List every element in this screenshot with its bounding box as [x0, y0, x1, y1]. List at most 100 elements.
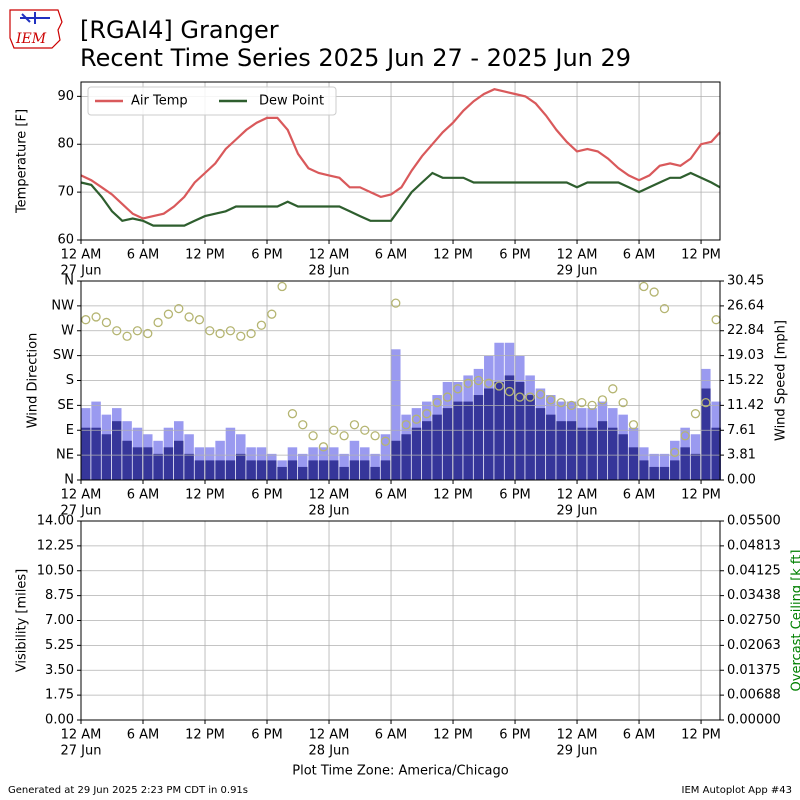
wind-bar [453, 401, 463, 480]
y-tick-label: S [66, 373, 74, 388]
x-tick-label: 12 PM [185, 248, 225, 263]
y2-tick-label: 11.42 [727, 398, 764, 413]
y2-tick-label: 0.03438 [727, 588, 781, 603]
direction-point [515, 392, 525, 402]
wind-bar [236, 453, 246, 480]
x-tick-label: 6 PM [251, 728, 282, 743]
wind-bar [256, 460, 267, 480]
x-tick-label: 12 AM [61, 488, 102, 503]
y-axis-label: Visibility [miles] [15, 569, 30, 672]
direction-point [670, 447, 680, 458]
wind-bar [484, 388, 494, 480]
x-tick-label: 6 AM [127, 488, 160, 503]
direction-point [256, 320, 267, 330]
x-tick-label: 6 AM [127, 248, 160, 263]
wind-bar [711, 427, 721, 480]
x-date-label: 28 Jun [309, 264, 350, 279]
direction-point [391, 298, 401, 308]
x-tick-label: 12 PM [433, 728, 473, 743]
wind-bar [535, 408, 546, 480]
direction-point [112, 326, 122, 336]
chart-subtitle: Recent Time Series 2025 Jun 27 - 2025 Ju… [80, 44, 631, 72]
direction-point [701, 397, 711, 408]
wind-bar [132, 447, 143, 480]
x-tick-label: 12 PM [681, 728, 721, 743]
direction-point [153, 317, 163, 328]
wind-bar [318, 460, 329, 480]
y-tick-label: 60 [57, 233, 74, 248]
direction-point [194, 315, 205, 325]
x-tick-label: 12 PM [185, 488, 225, 503]
wind-bar [628, 447, 639, 480]
direction-point [91, 312, 101, 322]
direction-point [680, 431, 690, 441]
wind-bar [81, 427, 91, 480]
x-tick-label: 12 PM [681, 248, 721, 263]
y-axis-label: Wind Direction [26, 333, 41, 429]
y-tick-label: 7.00 [45, 613, 74, 628]
x-tick-label: 6 AM [623, 248, 656, 263]
y2-tick-label: 0.00688 [727, 688, 781, 703]
y2-tick-label: 15.22 [727, 373, 764, 388]
y-tick-label: N [64, 473, 74, 488]
wind-bar [690, 453, 701, 480]
direction-point [401, 420, 411, 430]
wind-bar [225, 427, 236, 480]
direction-point [525, 392, 535, 402]
x-tick-label: 6 PM [499, 248, 530, 263]
direction-point [132, 326, 143, 336]
direction-point [690, 409, 701, 419]
x-tick-label: 12 PM [433, 248, 473, 263]
direction-point [494, 381, 504, 391]
direction-point [608, 384, 618, 394]
y-tick-label: W [61, 323, 74, 338]
direction-point [205, 326, 215, 336]
direction-point [329, 425, 339, 435]
x-tick-label: 12 AM [309, 248, 350, 263]
x-tick-label: 12 PM [681, 488, 721, 503]
wind-bar [329, 460, 339, 480]
direction-point [411, 414, 422, 424]
wind-bar [639, 460, 649, 480]
direction-point [453, 384, 463, 394]
wind-bar [267, 460, 277, 480]
x-tick-label: 12 PM [185, 728, 225, 743]
y2-tick-label: 0.02063 [727, 638, 781, 653]
direction-point [587, 400, 597, 411]
direction-point [422, 409, 432, 419]
direction-point [649, 287, 659, 297]
y-tick-label: 8.75 [45, 588, 74, 603]
y2-axis-label: Overcast Ceiling [k ft] [790, 550, 800, 692]
logo: IEM [9, 9, 63, 49]
direction-point [81, 315, 91, 325]
y-tick-label: NE [56, 448, 74, 463]
direction-point [659, 303, 670, 314]
wind-bar [153, 453, 163, 480]
logo-text: IEM [15, 31, 47, 47]
x-tick-label: 12 AM [309, 488, 350, 503]
x-tick-label: 12 PM [433, 488, 473, 503]
x-tick-label: 6 AM [375, 248, 408, 263]
wind-bar [587, 427, 597, 480]
wind-bar [308, 460, 318, 480]
wind-bar [287, 460, 298, 480]
wind-bar [163, 447, 174, 480]
wind-bar [184, 453, 194, 480]
wind-bar [391, 440, 401, 480]
wind-bar [225, 460, 236, 480]
direction-point [349, 420, 360, 430]
y2-tick-label: 0.00000 [727, 713, 781, 728]
direction-point [339, 431, 349, 441]
footer-right: IEM Autoplot App #43 [682, 785, 792, 796]
y-tick-label: NW [51, 298, 74, 313]
wind-bar [91, 427, 101, 480]
wind-bar [701, 388, 711, 480]
y2-tick-label: 7.61 [727, 423, 756, 438]
y2-tick-label: 3.81 [727, 448, 756, 463]
y2-tick-label: 26.64 [727, 298, 764, 313]
y2-tick-label: 0.02750 [727, 613, 781, 628]
plot-frame [80, 81, 721, 241]
x-tick-label: 6 AM [623, 488, 656, 503]
wind-bar [205, 460, 215, 480]
